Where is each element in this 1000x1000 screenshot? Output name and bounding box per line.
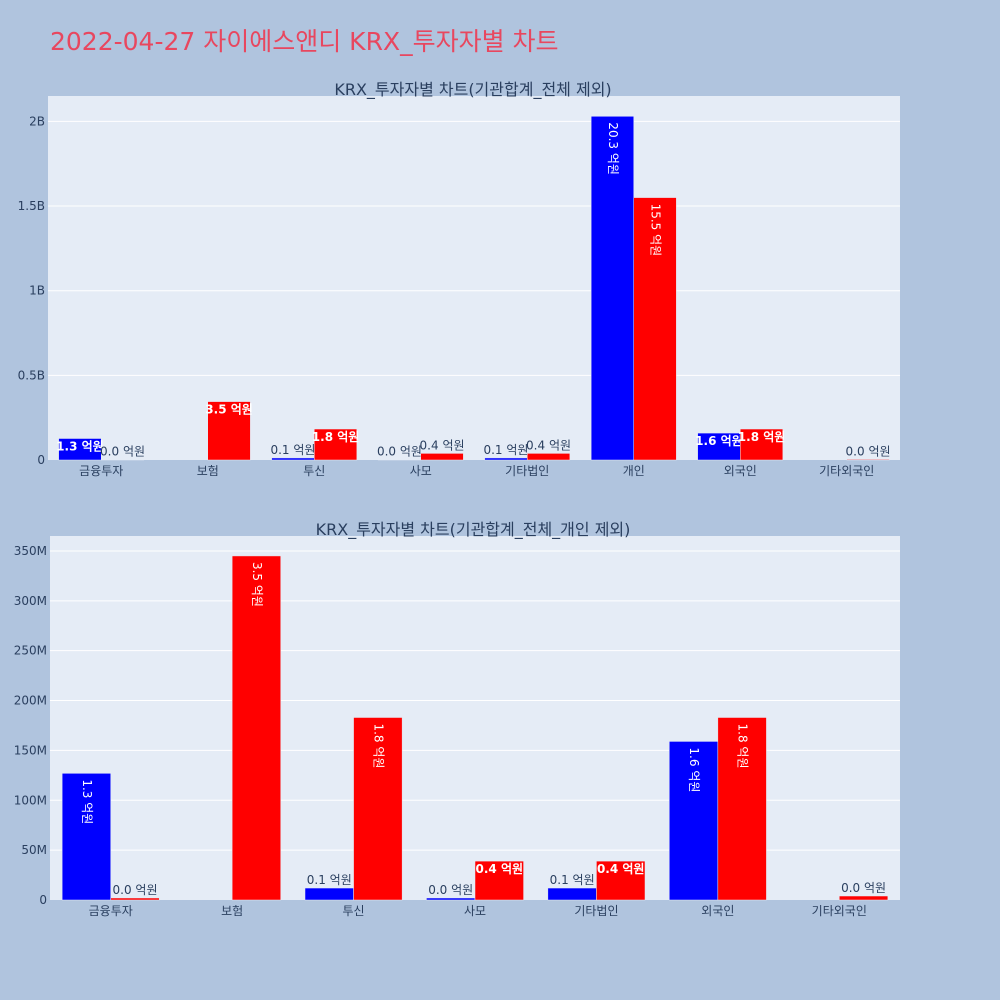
data-label: 0.1 억원 — [307, 873, 352, 887]
x-tick-label: 투신 — [303, 464, 325, 478]
x-tick-label: 외국인 — [701, 904, 734, 918]
y-tick-label: 200M — [14, 694, 47, 708]
bar — [527, 453, 571, 461]
bar — [596, 860, 646, 901]
y-tick-label: 1B — [29, 284, 45, 298]
y-tick-label: 1.5B — [18, 199, 45, 213]
y-tick-label: 300M — [14, 594, 47, 608]
data-label: 0.0 억원 — [428, 883, 473, 897]
data-label: 3.5 억원 — [250, 562, 264, 607]
bar — [717, 717, 767, 901]
x-tick-label: 기타법인 — [505, 464, 549, 478]
bar — [669, 741, 719, 901]
x-tick-label: 금융투자 — [89, 904, 133, 918]
x-tick-label: 기타외국인 — [819, 464, 874, 478]
y-tick-label: 0 — [37, 453, 45, 467]
bar — [590, 116, 635, 461]
bar — [633, 197, 677, 461]
data-label: 0.1 억원 — [483, 443, 528, 457]
bar — [697, 432, 741, 461]
bar — [207, 401, 251, 461]
data-label: 0.1 억원 — [550, 873, 595, 887]
x-tick-label: 보험 — [197, 464, 219, 478]
data-label: 1.3 억원 — [56, 439, 104, 453]
data-label: 0.4 억원 — [526, 438, 571, 452]
y-tick-label: 100M — [14, 793, 47, 807]
plot-area — [48, 96, 900, 460]
data-label: 1.8 억원 — [312, 430, 360, 444]
bar — [740, 428, 784, 461]
data-label: 0.4 억원 — [420, 438, 465, 452]
bar — [58, 438, 102, 461]
bar — [426, 897, 476, 901]
data-label: 0.4 억원 — [597, 862, 645, 876]
data-label: 0.0 억원 — [846, 444, 891, 458]
data-label: 1.8 억원 — [736, 724, 750, 769]
x-tick-label: 금융투자 — [79, 464, 123, 478]
data-label: 1.6 억원 — [695, 434, 743, 448]
bar — [304, 887, 354, 901]
data-label: 1.3 억원 — [80, 779, 94, 824]
data-label: 20.3 억원 — [606, 122, 620, 175]
data-label: 15.5 억원 — [649, 204, 663, 257]
chart-krx-excluding-individual: KRX_투자자별 차트(기관합계_전체_개인 제외) 0 50M 100M 150M 2… — [14, 520, 900, 918]
bar — [474, 860, 524, 901]
data-label: 0.0 억원 — [113, 883, 158, 897]
data-label: 0.4 억원 — [476, 862, 524, 876]
y-tick-label: 350M — [14, 544, 47, 558]
bar — [61, 773, 111, 901]
x-tick-label: 사모 — [464, 904, 486, 918]
data-label: 1.8 억원 — [738, 430, 786, 444]
y-tick-label: 50M — [21, 843, 47, 857]
data-label: 3.5 억원 — [205, 403, 253, 417]
bar — [484, 457, 528, 461]
x-tick-label: 사모 — [410, 464, 432, 478]
bar — [314, 428, 358, 461]
bar — [547, 887, 597, 901]
y-tick-label: 250M — [14, 644, 47, 658]
bar — [110, 897, 160, 901]
bar — [846, 459, 890, 461]
data-label: 0.0 억원 — [100, 445, 145, 459]
bar — [420, 453, 464, 461]
x-tick-label: 기타법인 — [574, 904, 618, 918]
data-label: 1.8 억원 — [371, 724, 385, 769]
x-tick-label: 외국인 — [724, 464, 757, 478]
x-tick-label: 기타외국인 — [812, 904, 867, 918]
data-label: 0.0 억원 — [841, 881, 886, 895]
x-tick-label: 투신 — [343, 904, 365, 918]
bar — [353, 717, 403, 901]
bar — [231, 555, 281, 901]
chart-krx-excluding-total: KRX_투자자별 차트(기관합계_전체 제외) 0 0.5B 1B 1.5B 2B 금융투… — [18, 80, 900, 478]
y-tick-label: 2B — [29, 114, 45, 128]
data-label: 0.0 억원 — [377, 445, 422, 459]
chart-title: KRX_투자자별 차트(기관합계_전체 제외) — [334, 80, 611, 100]
y-tick-label: 150M — [14, 743, 47, 757]
y-tick-label: 0 — [39, 893, 47, 907]
data-label: 1.6 억원 — [687, 747, 701, 792]
plot-area — [50, 536, 900, 900]
x-tick-label: 보험 — [221, 904, 243, 918]
x-tick-label: 개인 — [623, 464, 645, 478]
data-label: 0.1 억원 — [270, 443, 315, 457]
y-tick-label: 0.5B — [18, 368, 45, 382]
bar — [839, 895, 889, 901]
bar — [271, 457, 315, 461]
chart-title: KRX_투자자별 차트(기관합계_전체_개인 제외) — [316, 520, 631, 540]
page-title: 2022-04-27 자이에스앤디 KRX_투자자별 차트 — [50, 27, 559, 56]
